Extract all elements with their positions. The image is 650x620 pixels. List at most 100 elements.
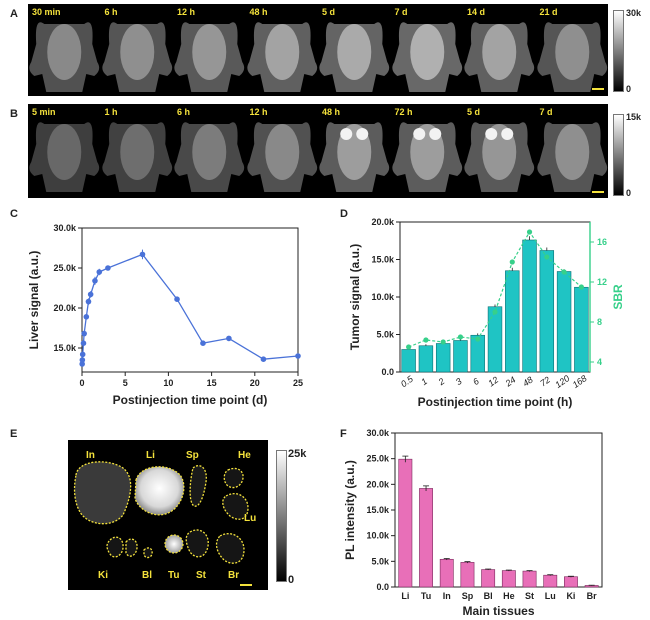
organ-label-tu: Tu (168, 570, 180, 581)
panel-e-scale-bar (240, 584, 252, 586)
chart-f-bar (439, 558, 454, 588)
chart-c-xtick-label: 25 (293, 378, 303, 388)
chart-f-xtick-label: In (443, 591, 451, 601)
organ-kidney-right (125, 538, 138, 557)
panel-a-scale-bar (592, 88, 604, 90)
chart-c-point (79, 361, 85, 367)
chart-c-ytick-label: 15.0k (53, 343, 77, 353)
chart-c-point (226, 335, 232, 342)
panel-b-tumor-right-4 (356, 128, 369, 140)
organ-label-br: Br (228, 570, 240, 581)
chart-d-bar (539, 250, 555, 373)
chart-f-xtick-label: St (525, 591, 534, 601)
chart-f-ytick-label: 30.0k (366, 428, 390, 438)
chart-d-xtick-label: 168 (571, 373, 589, 390)
chart-c-point (80, 340, 87, 346)
chart-c-ytick-label: 20.0k (53, 303, 77, 313)
organ-label-st: St (196, 570, 206, 581)
chart-c-ytick-label: 30.0k (53, 223, 77, 233)
chart-f-bar (481, 569, 496, 588)
panel-b-mouse-0 (29, 122, 100, 192)
panel-a-mouse-torso-3 (264, 24, 299, 80)
panel-a-image-strip: 30 min 6 h 12 h 48 h 5 d 7 d 14 d 21 d (28, 4, 608, 96)
panel-a-letter: A (10, 8, 18, 20)
chart-f-ytick-label: 20.0k (366, 479, 390, 489)
chart-f-xtick-label: Li (401, 591, 409, 601)
panel-a-time-label: 30 min (32, 7, 61, 17)
panel-b-time-label: 5 d (467, 107, 481, 117)
panel-b-tumor-left-6 (485, 128, 498, 140)
organ-liver (134, 466, 185, 516)
panel-a-mouse-7 (536, 22, 607, 92)
chart-d-ylabel: Tumor signal (a.u.) (348, 244, 362, 350)
panel-a-time-label: 7 d (394, 7, 408, 17)
organ-lung (222, 493, 249, 520)
chart-f-xtick-label: Tu (421, 591, 431, 601)
organ-label-bl: Bl (142, 570, 152, 581)
panel-a-mouse-torso-6 (482, 24, 517, 80)
chart-d-xtick-label: 2 (436, 376, 447, 388)
chart-c-point (96, 269, 103, 275)
chart-d-sbr-point (544, 254, 550, 260)
chart-c-point (79, 351, 86, 358)
panel-a-time-label: 14 d (467, 7, 486, 17)
organ-outlines (73, 461, 249, 564)
chart-d-xtick-label: 0.5 (399, 373, 416, 389)
liver-signal-chart: 15.0k 20.0k 25.0k 30.0k 0 5 10 15 20 25 Postinject… (27, 223, 303, 407)
panel-b-time-label: 72 h (394, 107, 413, 117)
panel-b-mouse-torso-1 (119, 124, 154, 180)
chart-d-xtick-label: 120 (553, 373, 571, 390)
chart-d-xlabel: Postinjection time point (h) (418, 395, 573, 409)
chart-f-ytick-label: 0.0 (376, 582, 389, 592)
organ-label-sp: Sp (186, 450, 199, 461)
organ-label-he: He (238, 450, 251, 461)
panel-a-time-label: 6 h (104, 7, 118, 17)
panel-a-colorbar (613, 10, 624, 92)
chart-f-xtick-label: He (503, 591, 515, 601)
chart-f-bar (522, 570, 537, 588)
chart-f-xtick-label: Bl (484, 591, 493, 601)
chart-c-point (139, 251, 146, 258)
chart-c-point (174, 296, 180, 302)
organ-intestine (73, 461, 132, 525)
chart-f-bar (398, 458, 413, 588)
panel-b-time-label: 48 h (322, 107, 341, 117)
panel-a-mouse-torso-4 (337, 24, 372, 80)
chart-c-xtick-label: 10 (163, 378, 173, 388)
chart-c-xtick-label: 20 (250, 378, 260, 388)
chart-c-point (87, 291, 94, 298)
panel-a-mouse-6 (464, 22, 535, 92)
chart-d-y2label: SBR (611, 284, 625, 310)
chart-d-sbr-point (526, 229, 533, 235)
chart-d-bar (522, 239, 537, 373)
panel-a-colorbar-max: 30k (626, 8, 642, 18)
panel-b-scale-bar (592, 191, 604, 193)
panel-b-mouse-6 (464, 122, 535, 192)
chart-c-point (83, 314, 90, 320)
chart-c-ytick-label: 25.0k (53, 263, 77, 273)
chart-d-ytick-label: 5.0k (376, 330, 395, 340)
panel-b-mouse-torso-3 (264, 124, 299, 180)
chart-d-sbr-line (408, 230, 582, 348)
organ-stomach (185, 529, 209, 558)
chart-d-bar (401, 349, 416, 373)
panel-a-time-label: 21 d (539, 7, 558, 17)
panel-b-tumor-left-4 (340, 128, 353, 140)
panel-b-mouse-torso-2 (192, 124, 227, 180)
chart-f-ylabel: PL intensity (a.u.) (343, 460, 357, 560)
chart-d-xtick-label: 24 (503, 375, 518, 390)
organ-bladder (143, 547, 153, 559)
chart-c-ylabel: Liver signal (a.u.) (27, 251, 41, 350)
panel-a-mouse-5 (391, 22, 462, 92)
chart-d-bar (418, 345, 434, 373)
chart-c-point (200, 340, 206, 346)
chart-f-ytick-label: 5.0k (371, 556, 390, 566)
panel-a-mouse-2 (174, 22, 245, 92)
pl-intensity-chart: 0.0 5.0k 10.0k 15.0k 20.0k 25.0k 30.0k Li Tu In Sp… (343, 428, 603, 618)
chart-d-xtick-label: 12 (486, 375, 500, 389)
panel-c-letter: C (10, 208, 18, 220)
chart-d-sbr-point (423, 337, 429, 343)
chart-c-xtick-label: 5 (123, 378, 128, 388)
panel-b-mouse-2 (174, 122, 245, 192)
panel-b-mouse-1 (101, 122, 172, 192)
